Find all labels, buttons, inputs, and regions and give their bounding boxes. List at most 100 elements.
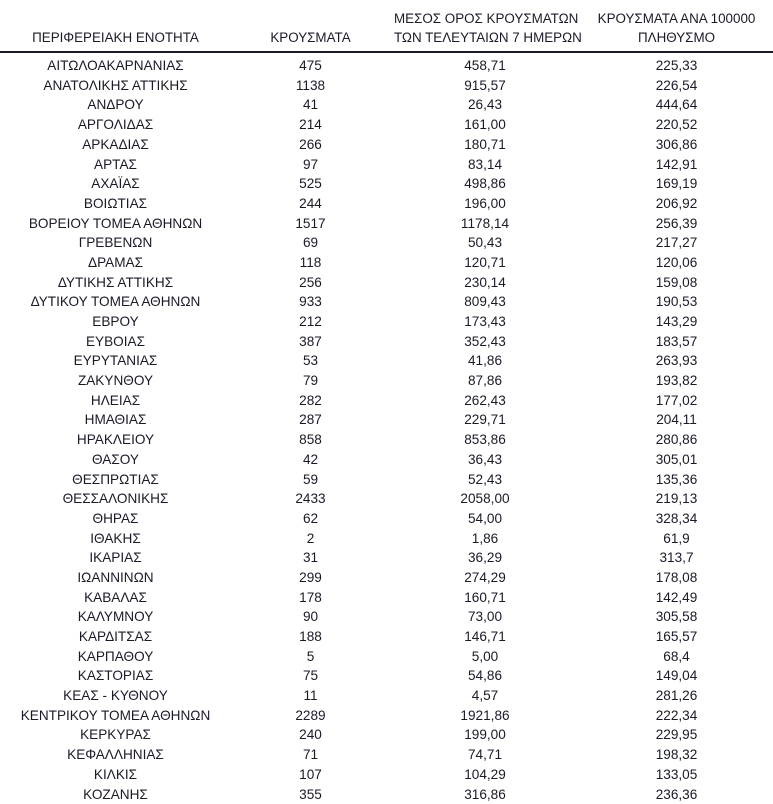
cell-cases: 299 [231, 568, 390, 588]
cell-avg7: 146,71 [390, 627, 580, 647]
cell-cases: 287 [231, 410, 390, 430]
cell-avg7: 1921,86 [390, 706, 580, 726]
cell-region: ΑΝΑΤΟΛΙΚΗΣ ΑΤΤΙΚΗΣ [0, 76, 231, 96]
cell-region: ΕΥΒΟΙΑΣ [0, 332, 231, 352]
cell-per100k: 165,57 [580, 627, 773, 647]
cell-region: ΚΑΡΠΑΘΟΥ [0, 647, 231, 667]
cell-region: ΚΑΛΥΜΝΟΥ [0, 607, 231, 627]
cell-avg7: 2058,00 [390, 489, 580, 509]
cell-per100k: 217,27 [580, 233, 773, 253]
cell-region: ΓΡΕΒΕΝΩΝ [0, 233, 231, 253]
cell-region: ΑΡΚΑΔΙΑΣ [0, 135, 231, 155]
cell-cases: 525 [231, 174, 390, 194]
cell-region: ΘΑΣΟΥ [0, 450, 231, 470]
cell-cases: 31 [231, 548, 390, 568]
cell-region: ΕΒΡΟΥ [0, 312, 231, 332]
cell-region: ΚΑΣΤΟΡΙΑΣ [0, 666, 231, 686]
cell-cases: 214 [231, 115, 390, 135]
cell-avg7: 26,43 [390, 95, 580, 115]
cell-region: ΑΡΓΟΛΙΔΑΣ [0, 115, 231, 135]
cell-region: ΚΑΒΑΛΑΣ [0, 588, 231, 608]
cell-per100k: 120,06 [580, 253, 773, 273]
cell-avg7: 5,00 [390, 647, 580, 667]
cell-region: ΚΕΑΣ - ΚΥΘΝΟΥ [0, 686, 231, 706]
cell-per100k: 198,32 [580, 745, 773, 765]
cell-avg7: 274,29 [390, 568, 580, 588]
cell-cases: 244 [231, 194, 390, 214]
cell-region: ΑΡΤΑΣ [0, 155, 231, 175]
cell-cases: 5 [231, 647, 390, 667]
cell-per100k: 220,52 [580, 115, 773, 135]
cell-avg7: 160,71 [390, 588, 580, 608]
cell-per100k: 328,34 [580, 509, 773, 529]
cell-per100k: 225,33 [580, 56, 773, 76]
column-header-region: ΠΕΡΙΦΕΡΕΙΑΚΗ ΕΝΟΤΗΤΑ [0, 9, 231, 52]
cell-region: ΑΝΔΡΟΥ [0, 95, 231, 115]
cell-region: ΒΟΙΩΤΙΑΣ [0, 194, 231, 214]
cell-per100k: 444,64 [580, 95, 773, 115]
cell-cases: 188 [231, 627, 390, 647]
cell-avg7: 54,86 [390, 666, 580, 686]
cell-region: ΔΡΑΜΑΣ [0, 253, 231, 273]
cell-cases: 118 [231, 253, 390, 273]
cell-avg7: 352,43 [390, 332, 580, 352]
cell-avg7: 230,14 [390, 273, 580, 293]
cell-avg7: 199,00 [390, 725, 580, 745]
cell-avg7: 1178,14 [390, 214, 580, 234]
cell-per100k: 68,4 [580, 647, 773, 667]
cell-avg7: 36,43 [390, 450, 580, 470]
cell-cases: 1517 [231, 214, 390, 234]
cell-region: ΚΕΦΑΛΛΗΝΙΑΣ [0, 745, 231, 765]
cell-region: ΗΡΑΚΛΕΙΟΥ [0, 430, 231, 450]
cell-cases: 79 [231, 371, 390, 391]
column-header-avg7-line2: ΤΩΝ ΤΕΛΕΥΤΑΙΩΝ 7 ΗΜΕΡΩΝ [394, 28, 576, 47]
cell-cases: 41 [231, 95, 390, 115]
cell-avg7: 809,43 [390, 292, 580, 312]
cell-region: ΚΙΛΚΙΣ [0, 765, 231, 785]
cell-region: ΕΥΡΥΤΑΝΙΑΣ [0, 351, 231, 371]
cell-avg7: 52,43 [390, 470, 580, 490]
cell-per100k: 226,54 [580, 76, 773, 96]
cell-cases: 53 [231, 351, 390, 371]
cell-per100k: 169,19 [580, 174, 773, 194]
cell-per100k: 229,95 [580, 725, 773, 745]
cell-cases: 933 [231, 292, 390, 312]
cell-avg7: 41,86 [390, 351, 580, 371]
cell-cases: 355 [231, 785, 390, 804]
cell-per100k: 305,58 [580, 607, 773, 627]
cell-avg7: 316,86 [390, 785, 580, 804]
cell-region: ΙΘΑΚΗΣ [0, 529, 231, 549]
cell-avg7: 229,71 [390, 410, 580, 430]
cell-avg7: 50,43 [390, 233, 580, 253]
cell-per100k: 206,92 [580, 194, 773, 214]
cell-per100k: 280,86 [580, 430, 773, 450]
cell-cases: 266 [231, 135, 390, 155]
cell-region: ΚΕΝΤΡΙΚΟΥ ΤΟΜΕΑ ΑΘΗΝΩΝ [0, 706, 231, 726]
cell-cases: 42 [231, 450, 390, 470]
column-header-avg7: ΜΕΣΟΣ ΟΡΟΣ ΚΡΟΥΣΜΑΤΩΝ ΤΩΝ ΤΕΛΕΥΤΑΙΩΝ 7 Η… [390, 9, 580, 52]
cell-avg7: 104,29 [390, 765, 580, 785]
cell-region: ΘΕΣΠΡΩΤΙΑΣ [0, 470, 231, 490]
cell-cases: 62 [231, 509, 390, 529]
